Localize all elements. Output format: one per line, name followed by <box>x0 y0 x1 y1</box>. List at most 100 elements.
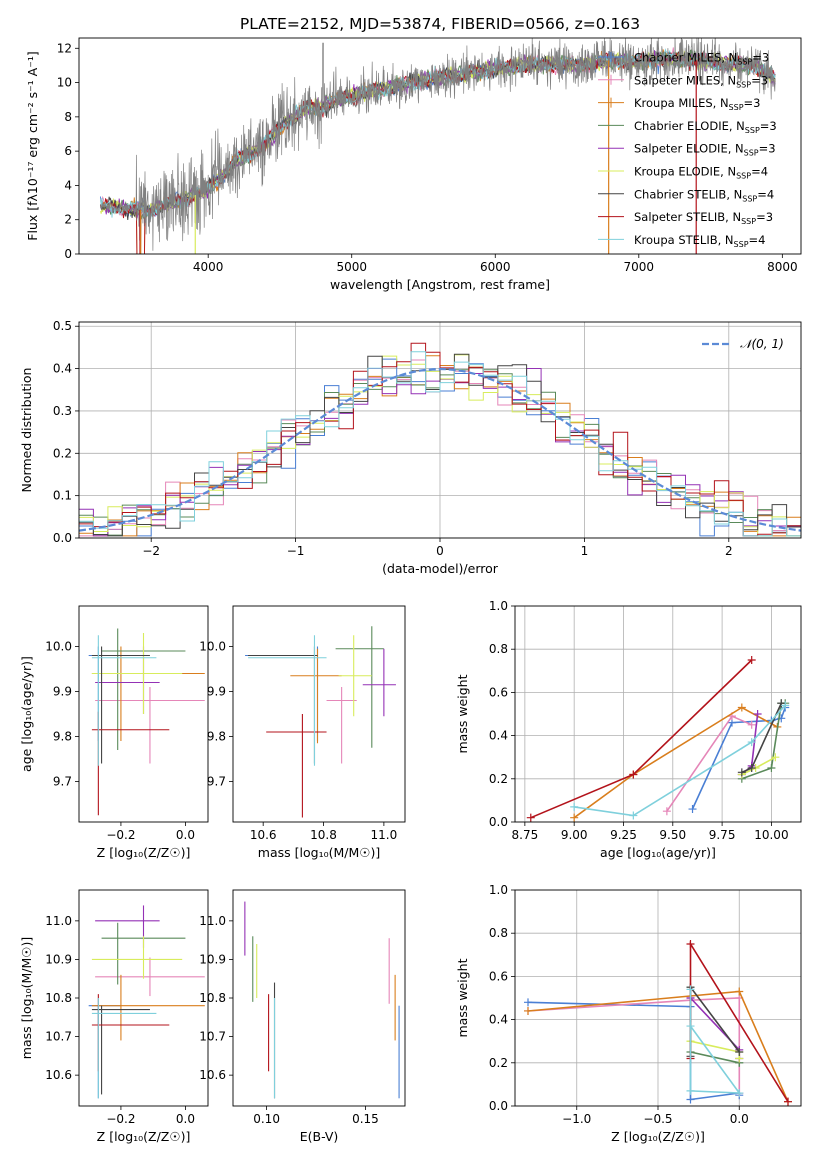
y-tick-label: 9.9 <box>53 685 72 699</box>
y-tick-label: 11.0 <box>199 914 226 928</box>
panel-weight_vs_age: 8.75 9.00 9.25 9.50 9.75 10.00 0.0 0.2 0.4 0.6 0.8… <box>455 599 802 860</box>
weight-marker-kroupa_miles <box>524 1006 532 1015</box>
legend-label-sub: SSP <box>742 194 757 203</box>
legend-label-text: Chabrier MILES, N <box>634 51 737 65</box>
legend-label-text: Salpeter STELIB, N <box>634 210 741 224</box>
plot-area <box>515 606 801 822</box>
x-axis-label: E(B-V) <box>300 1129 339 1144</box>
y-tick-label: 10 <box>57 76 72 90</box>
x-tick-label: 4000 <box>193 260 224 274</box>
y-tick-label: 0.0 <box>489 815 508 829</box>
legend-label-val: =4 <box>757 187 774 201</box>
x-tick-label: 7000 <box>624 260 655 274</box>
legend-label-sub: SSP <box>741 217 756 226</box>
legend-label-normal: 𝒩(0, 1) <box>740 337 784 351</box>
x-tick-label: 5000 <box>336 260 367 274</box>
x-tick-label: 9.00 <box>561 828 588 842</box>
x-tick-label: −0.5 <box>643 1112 672 1126</box>
legend-label-text: Chabrier ELODIE, N <box>634 119 745 133</box>
x-axis-label: Z [log₁₀(Z/Z☉)] <box>97 1129 191 1144</box>
x-tick-label: 0.10 <box>253 1112 280 1126</box>
panel-weight_vs_Z: −1.0 −0.5 0.0 0.0 0.2 0.4 0.6 0.8 1.0 Z [log₁₀(Z/… <box>455 883 802 1144</box>
weight-marker-salpeter_stelib <box>784 1097 792 1106</box>
plot-area <box>79 322 801 538</box>
y-tick-label: 0.4 <box>53 362 72 376</box>
weight-line-kroupa_stelib <box>574 704 786 817</box>
weight-marker-chabrier_miles <box>524 998 532 1007</box>
weight-marker-kroupa_miles <box>735 987 744 996</box>
x-axis-label: Z [log₁₀(Z/Z☉)] <box>611 1129 705 1144</box>
y-tick-label: 0.8 <box>489 926 508 940</box>
weight-line-kroupa_miles <box>573 706 778 819</box>
weight-marker-chabrier_miles <box>688 805 697 814</box>
weight-marker-salpeter_miles <box>747 720 756 729</box>
legend-label-text: Salpeter ELODIE, N <box>634 142 744 156</box>
panel-residuals: −2 −1 0 1 2 0.0 0.1 0.2 0.3 0.4 0.5 (data-model)/er… <box>19 319 802 576</box>
legend-label-text: Kroupa MILES, N <box>634 96 729 110</box>
legend-label-val: =3 <box>751 73 768 87</box>
y-tick-label: 0.0 <box>489 1099 508 1113</box>
legend-label-sub: SSP <box>737 58 752 67</box>
legend-label-chabrier_stelib: Chabrier STELIB, NSSP=4 <box>634 187 774 203</box>
y-axis-label: mass [log₁₀(M/M☉)] <box>19 937 34 1059</box>
weight-marker-chabrier_stelib <box>735 1048 744 1056</box>
y-axis-label: mass weight <box>455 958 470 1037</box>
legend-label-sub: SSP <box>736 172 751 181</box>
x-tick-label: 8.75 <box>512 828 539 842</box>
weight-marker-kroupa_stelib <box>570 802 579 811</box>
y-tick-label: 2 <box>64 213 72 227</box>
legend-label-salpeter_stelib: Salpeter STELIB, NSSP=3 <box>634 210 773 226</box>
weight-marker-salpeter_stelib <box>747 656 756 664</box>
x-tick-label: 2 <box>725 544 733 558</box>
legend-label-salpeter_miles: Salpeter MILES, NSSP=3 <box>634 73 768 89</box>
plot-area <box>100 38 776 254</box>
x-tick-label: 0.15 <box>352 1112 379 1126</box>
axes-frame <box>78 605 209 823</box>
weight-line-kroupa_stelib <box>689 989 741 1094</box>
x-tick-label: 0.0 <box>176 1112 195 1126</box>
y-tick-label: 4 <box>64 178 72 192</box>
y-tick-label: 0.6 <box>489 685 508 699</box>
weight-marker-salpeter_elodie <box>753 710 762 718</box>
legend-label-chabrier_elodie: Chabrier ELODIE, NSSP=3 <box>634 119 777 135</box>
weight-marker-kroupa_stelib <box>686 1022 695 1031</box>
weight-marker-salpeter_stelib <box>526 813 535 822</box>
x-tick-label: 10.00 <box>754 828 788 842</box>
y-tick-label: 8 <box>64 110 72 124</box>
legend-label-sub: SSP <box>744 149 759 158</box>
y-tick-label: 1.0 <box>489 883 508 897</box>
x-axis-label: age [log₁₀(age/yr)] <box>600 845 716 860</box>
weight-line-salpeter_miles <box>527 997 741 1093</box>
legend-label-text: Kroupa STELIB, N <box>634 233 734 247</box>
histogram-salpeter_stelib <box>79 342 801 537</box>
weight-marker-kroupa_miles <box>737 703 746 712</box>
x-tick-label: 0.0 <box>730 1112 749 1126</box>
x-tick-label: 11.0 <box>371 828 398 842</box>
y-tick-label: 10.0 <box>199 640 226 654</box>
data-spectrum-line <box>100 38 776 251</box>
weight-marker-chabrier_miles <box>686 1095 695 1104</box>
y-tick-label: 0.2 <box>53 446 72 460</box>
x-tick-label: −1 <box>287 544 305 558</box>
weight-marker-kroupa_stelib <box>747 738 756 747</box>
y-tick-label: 0.4 <box>489 1013 508 1027</box>
legend-label-sub: SSP <box>729 103 744 112</box>
panel-age_vs_mass: 10.6 10.8 11.0 9.7 9.8 9.9 10.0 mass [log₁₀(M/M… <box>199 605 406 860</box>
y-tick-label: 0.5 <box>53 319 72 333</box>
y-tick-label: 0.3 <box>53 404 72 418</box>
plot-area <box>88 628 205 816</box>
legend-label-sub: SSP <box>736 80 751 89</box>
weight-marker-kroupa_miles <box>570 813 579 822</box>
y-tick-label: 1.0 <box>489 599 508 613</box>
legend-label-val: =4 <box>749 233 766 247</box>
panel-mass_vs_ebv: 0.10 0.15 10.6 10.7 10.8 10.9 11.0 E(B-V) <box>199 889 406 1144</box>
y-axis-label: age [log₁₀(age/yr)] <box>19 656 34 772</box>
axes-frame <box>514 605 802 823</box>
x-tick-label: 10.8 <box>310 828 337 842</box>
legend-label-kroupa_miles: Kroupa MILES, NSSP=3 <box>634 96 760 112</box>
y-axis-label: mass weight <box>455 674 470 753</box>
weight-marker-chabrier_elodie <box>767 764 776 772</box>
weight-marker-salpeter_stelib <box>629 770 638 779</box>
x-tick-label: 9.25 <box>610 828 637 842</box>
